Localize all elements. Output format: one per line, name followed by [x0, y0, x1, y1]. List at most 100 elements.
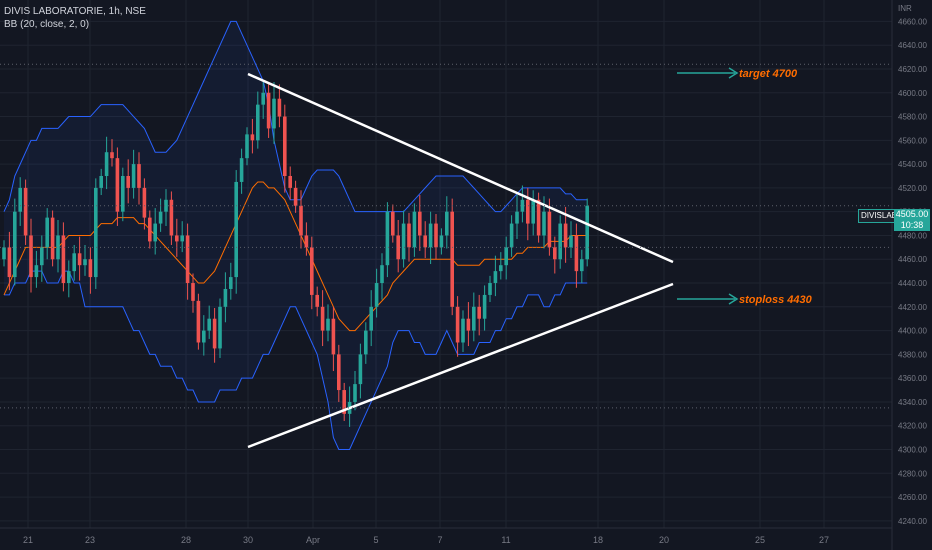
x-tick-label: 27 [819, 535, 829, 545]
candle-body [299, 205, 303, 236]
y-tick-label: 4640.00 [898, 41, 927, 50]
candle [83, 244, 87, 276]
candle [34, 250, 39, 288]
candle-body [261, 92, 265, 105]
candle [245, 127, 249, 166]
candle-body [450, 211, 454, 307]
candle-body [256, 104, 260, 141]
y-tick-label: 4480.00 [898, 231, 927, 240]
x-tick-label: 7 [437, 535, 442, 545]
candle [337, 344, 341, 402]
candle [104, 136, 109, 190]
candle [13, 198, 17, 286]
candle-body [83, 259, 87, 266]
candle [477, 294, 481, 336]
candle [358, 343, 363, 399]
candle-body [547, 211, 552, 248]
candle [56, 220, 60, 273]
candle-body [234, 181, 238, 278]
candle [29, 218, 33, 293]
candle-body [531, 199, 535, 224]
candle-body [482, 294, 487, 319]
series-line-bb-basis [3, 181, 588, 332]
candle [401, 210, 406, 268]
candle [175, 218, 179, 257]
candle-body [104, 152, 109, 176]
candle-body [18, 187, 22, 212]
y-tick-label: 4340.00 [898, 398, 927, 407]
bar-countdown: 10:38 [900, 220, 924, 230]
candle [7, 231, 12, 291]
drawings [0, 63, 892, 449]
candle [320, 290, 325, 347]
candle-body [67, 271, 71, 284]
candle-body [23, 187, 28, 236]
stoploss-label: stoploss 4430 [739, 294, 812, 306]
candle [99, 168, 103, 196]
candle-body [196, 300, 201, 343]
candle-body [7, 247, 12, 278]
candle-body [353, 384, 357, 402]
candle [137, 152, 141, 205]
candle [121, 167, 125, 222]
candle-body [385, 211, 390, 266]
y-tick-label: 4300.00 [898, 446, 927, 455]
candle-body [380, 265, 384, 284]
stoploss-arrow [677, 293, 739, 305]
candle [509, 215, 514, 257]
last-price-tag: 4505.00 10:38 [894, 209, 930, 231]
x-tick-label: 28 [181, 535, 191, 545]
candle-body [142, 187, 147, 218]
candle-body [13, 211, 17, 278]
indicator-line: BB (20, close, 2, 0) [4, 19, 90, 30]
y-tick-label: 4460.00 [898, 255, 927, 264]
candle [369, 290, 373, 347]
candle-body [137, 164, 141, 188]
candle [202, 315, 206, 356]
candle-body [337, 354, 341, 391]
candle [196, 293, 201, 350]
x-tick-label: 18 [593, 535, 603, 545]
candle-body [515, 211, 519, 224]
candle-body [121, 176, 125, 212]
candle [574, 223, 579, 288]
series-line-bb-lower [4, 270, 588, 451]
candle-body [310, 247, 314, 295]
candle [234, 170, 238, 294]
candle-body [40, 247, 44, 266]
candle-body [428, 223, 433, 248]
candle-body [56, 235, 60, 260]
candle [50, 210, 55, 267]
candle-body [434, 223, 438, 248]
x-tick-label: 23 [85, 535, 95, 545]
candle-body [29, 235, 33, 278]
candle [67, 260, 71, 298]
candle [315, 286, 319, 317]
y-tick-label: 4540.00 [898, 160, 927, 169]
candle-body [72, 253, 76, 272]
candle-body [396, 235, 400, 260]
candle-body [391, 211, 395, 236]
candle [445, 196, 449, 249]
y-tick-label: 4260.00 [898, 493, 927, 502]
candle [396, 220, 400, 273]
candle [115, 147, 120, 226]
candle [515, 195, 519, 240]
candle [250, 118, 255, 154]
candle-body [520, 199, 525, 212]
candle [131, 149, 136, 199]
candle [126, 159, 130, 204]
candle-body [229, 277, 233, 289]
target-label: target 4700 [739, 68, 798, 80]
candle [326, 304, 330, 342]
candle [364, 322, 368, 364]
y-tick-label: 4240.00 [898, 517, 927, 526]
y-tick-label: 4660.00 [898, 17, 927, 26]
candle [353, 371, 357, 411]
candle-body [158, 211, 163, 224]
candle-body [293, 187, 298, 206]
candle-body [439, 235, 444, 248]
candle-body [175, 235, 179, 242]
